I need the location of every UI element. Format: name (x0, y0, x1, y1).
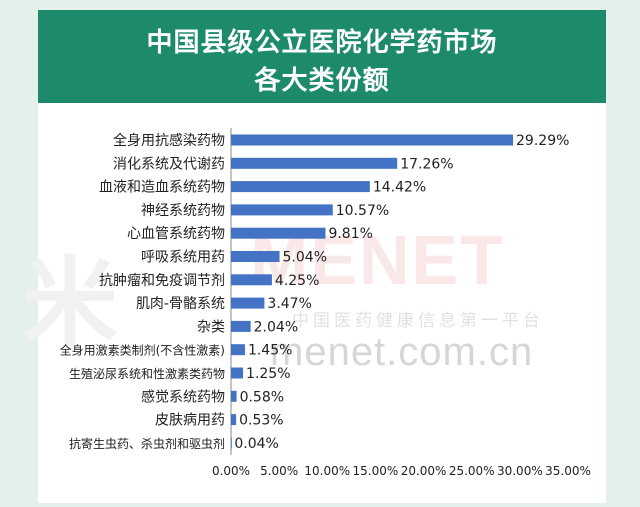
chart-frame: 中国县级公立医院化学药市场 各大类份额 (38, 10, 606, 503)
watermark-subtitle: 中国医药健康信息第一平台 (292, 311, 544, 331)
x-tick-label: 30.00% (497, 464, 543, 478)
bar (231, 297, 265, 309)
watermark-url: menet.com.cn (270, 330, 534, 374)
category-label: 心血管系统药物 (127, 226, 225, 242)
data-label: 10.57% (336, 203, 389, 219)
x-tick-label: 0.00% (212, 464, 250, 478)
category-label: 神经系统药物 (141, 203, 225, 219)
bar (231, 181, 370, 193)
data-label: 1.45% (248, 343, 292, 359)
bar (231, 227, 326, 239)
bar (231, 390, 237, 402)
category-label: 杂类 (197, 319, 225, 335)
bar (231, 367, 244, 379)
data-label: 17.26% (400, 156, 453, 172)
category-label: 皮肤病用药 (155, 413, 225, 429)
category-label: 感觉系统药物 (141, 388, 225, 405)
bar (231, 134, 514, 146)
bar (231, 251, 280, 262)
data-label: 0.58% (240, 389, 284, 405)
x-tick-label: 10.00% (304, 464, 350, 478)
data-label: 3.47% (267, 296, 311, 312)
x-tick-label: 20.00% (401, 464, 447, 478)
bar (231, 414, 237, 426)
category-label: 血液和造血系统药物 (99, 180, 225, 196)
category-label: 抗肿瘤和免疫调节剂 (99, 272, 225, 289)
bar (231, 274, 272, 286)
bar (231, 344, 245, 356)
data-label: 1.25% (246, 366, 290, 382)
bar (231, 320, 251, 332)
data-label: 0.04% (234, 436, 278, 452)
data-label: 9.81% (328, 226, 372, 242)
category-label: 抗寄生虫药、杀虫剂和驱虫剂 (69, 436, 225, 451)
bar (231, 437, 232, 449)
x-tick-label: 25.00% (449, 464, 495, 478)
watermark-logo: 米 (22, 247, 118, 359)
bar (231, 157, 398, 169)
chart-title-line-2: 各大类份额 (254, 66, 390, 96)
data-label: 2.04% (254, 319, 298, 335)
x-tick-label: 35.00% (545, 464, 591, 478)
x-tick-label: 15.00% (353, 464, 399, 478)
data-label: 4.25% (275, 273, 319, 289)
category-label: 生殖泌尿系统和性激素类药物 (69, 366, 225, 381)
category-label: 呼吸系统用药 (141, 250, 225, 266)
data-label: 5.04% (283, 250, 327, 266)
title-banner: 中国县级公立医院化学药市场 各大类份额 (38, 10, 606, 103)
bar (231, 204, 333, 216)
data-label: 0.53% (239, 413, 283, 429)
category-label: 肌肉-骨骼系统 (136, 296, 225, 312)
category-label: 消化系统及代谢药 (113, 156, 225, 172)
data-label: 14.42% (373, 180, 426, 196)
category-label: 全身用激素类制剂(不含性激素) (60, 343, 225, 358)
category-label: 全身用抗感染药物 (113, 132, 225, 149)
data-label: 29.29% (516, 133, 569, 149)
chart-title-line-1: 中国县级公立医院化学药市场 (146, 28, 498, 58)
x-tick-label: 5.00% (260, 464, 298, 478)
